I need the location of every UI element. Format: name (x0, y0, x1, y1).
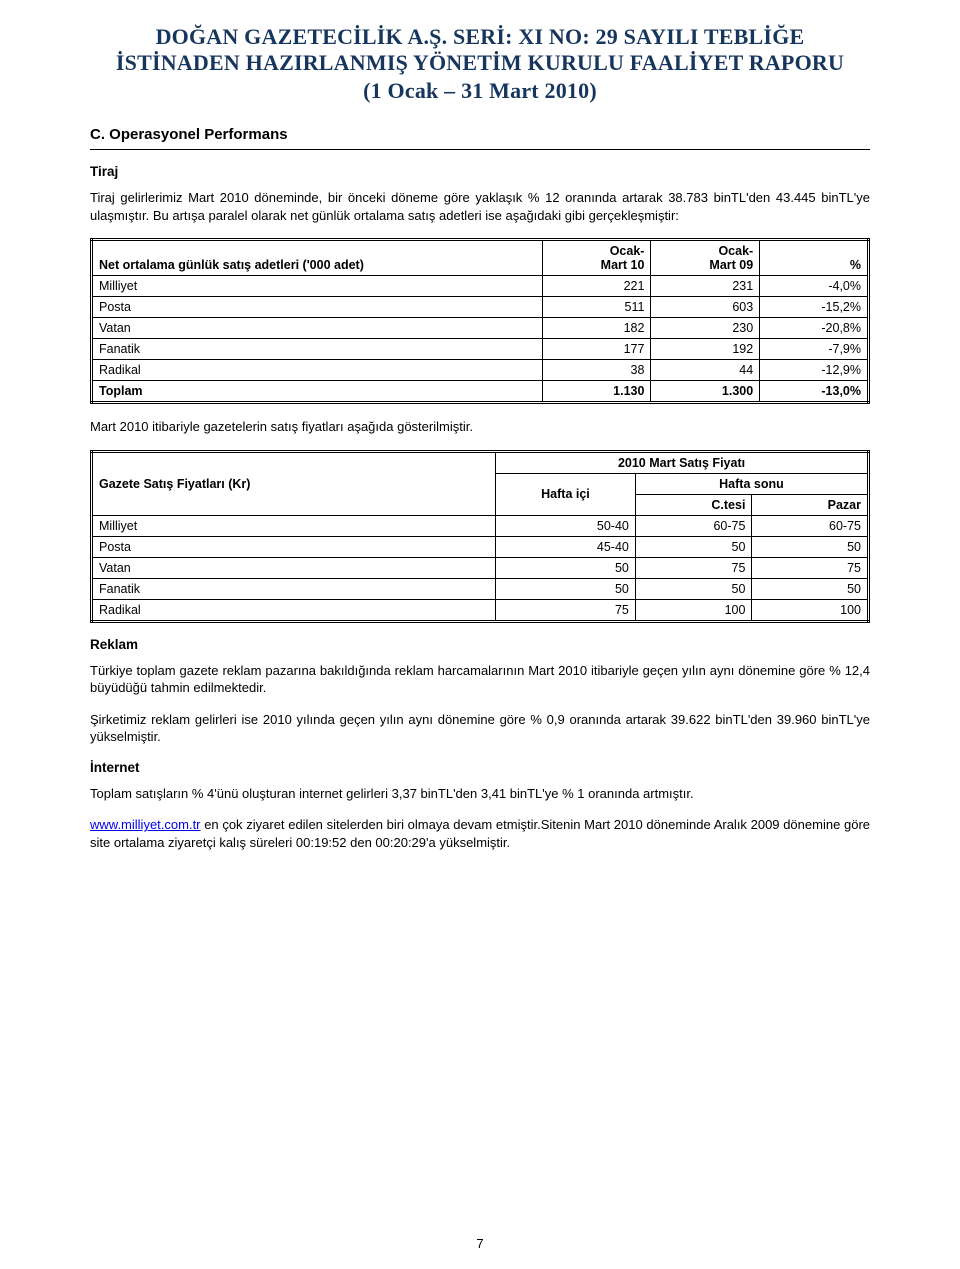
col-header-label: Net ortalama günlük satış adetleri ('000… (92, 240, 543, 276)
table-row: Posta 511 603 -15,2% (92, 297, 869, 318)
cell-label: Fanatik (92, 578, 496, 599)
col-header-gazete: Gazete Satış Fiyatları (Kr) (92, 451, 496, 515)
cell-value: 75 (635, 557, 752, 578)
cell-value: 1.300 (651, 381, 760, 403)
cell-label: Milliyet (92, 276, 543, 297)
cell-value: 44 (651, 360, 760, 381)
cell-value: 221 (542, 276, 651, 297)
col-header-pazar: Pazar (752, 494, 869, 515)
internet-p2: www.milliyet.com.tr en çok ziyaret edile… (90, 816, 870, 851)
cell-value: 50 (635, 536, 752, 557)
col-header-hafta-ici: Hafta içi (496, 473, 636, 515)
reklam-p1: Türkiye toplam gazete reklam pazarına ba… (90, 662, 870, 697)
table-row: Net ortalama günlük satış adetleri ('000… (92, 240, 869, 276)
cell-label: Fanatik (92, 339, 543, 360)
section-c-title: C. Operasyonel Performans (90, 126, 870, 150)
cell-label: Radikal (92, 599, 496, 621)
col-header-2009: Ocak- Mart 09 (651, 240, 760, 276)
cell-value: 45-40 (496, 536, 636, 557)
cell-value: 231 (651, 276, 760, 297)
cell-value: 603 (651, 297, 760, 318)
internet-p2-tail: en çok ziyaret edilen sitelerden biri ol… (90, 817, 870, 850)
col-header-ctesi: C.tesi (635, 494, 752, 515)
cell-value: 50-40 (496, 515, 636, 536)
table-satis-adetleri: Net ortalama günlük satış adetleri ('000… (90, 238, 870, 404)
cell-value: -4,0% (760, 276, 869, 297)
table-row: Gazete Satış Fiyatları (Kr) 2010 Mart Sa… (92, 451, 869, 473)
table-row: Fanatik 177 192 -7,9% (92, 339, 869, 360)
header-line-2: İSTİNADEN HAZIRLANMIŞ YÖNETİM KURULU FAA… (90, 50, 870, 76)
tiraj-heading: Tiraj (90, 164, 870, 179)
cell-value: 75 (752, 557, 869, 578)
col-header-2010: Ocak- Mart 10 (542, 240, 651, 276)
cell-label: Vatan (92, 557, 496, 578)
cell-label: Radikal (92, 360, 543, 381)
cell-value: 75 (496, 599, 636, 621)
tiraj-paragraph: Tiraj gelirlerimiz Mart 2010 döneminde, … (90, 189, 870, 224)
cell-value: 1.130 (542, 381, 651, 403)
table-row: Radikal 38 44 -12,9% (92, 360, 869, 381)
table-row: Fanatik 50 50 50 (92, 578, 869, 599)
page-number: 7 (476, 1236, 483, 1251)
mid-paragraph: Mart 2010 itibariyle gazetelerin satış f… (90, 418, 870, 436)
cell-value: 182 (542, 318, 651, 339)
cell-value: 50 (752, 536, 869, 557)
internet-heading: İnternet (90, 760, 870, 775)
cell-value: -7,9% (760, 339, 869, 360)
col-header-pct: % (760, 240, 869, 276)
cell-value: 230 (651, 318, 760, 339)
cell-value: 50 (496, 578, 636, 599)
col-header-hafta-sonu: Hafta sonu (635, 473, 868, 494)
table-row: Vatan 50 75 75 (92, 557, 869, 578)
table-satis-fiyatlari: Gazete Satış Fiyatları (Kr) 2010 Mart Sa… (90, 450, 870, 623)
table-row: Milliyet 50-40 60-75 60-75 (92, 515, 869, 536)
cell-value: 50 (635, 578, 752, 599)
table-row: Posta 45-40 50 50 (92, 536, 869, 557)
table-row: Vatan 182 230 -20,8% (92, 318, 869, 339)
page-header: DOĞAN GAZETECİLİK A.Ş. SERİ: XI NO: 29 S… (90, 24, 870, 104)
reklam-heading: Reklam (90, 637, 870, 652)
cell-value: -20,8% (760, 318, 869, 339)
table-row-total: Toplam 1.130 1.300 -13,0% (92, 381, 869, 403)
table-row: Milliyet 221 231 -4,0% (92, 276, 869, 297)
cell-value: 60-75 (635, 515, 752, 536)
cell-value: -13,0% (760, 381, 869, 403)
cell-value: -15,2% (760, 297, 869, 318)
cell-label: Posta (92, 297, 543, 318)
cell-value: 511 (542, 297, 651, 318)
cell-value: 60-75 (752, 515, 869, 536)
cell-label: Toplam (92, 381, 543, 403)
cell-value: 50 (752, 578, 869, 599)
cell-value: 38 (542, 360, 651, 381)
cell-value: 50 (496, 557, 636, 578)
page: DOĞAN GAZETECİLİK A.Ş. SERİ: XI NO: 29 S… (0, 0, 960, 1269)
cell-label: Posta (92, 536, 496, 557)
cell-value: 177 (542, 339, 651, 360)
table-row: Radikal 75 100 100 (92, 599, 869, 621)
milliyet-link[interactable]: www.milliyet.com.tr (90, 817, 201, 832)
cell-value: -12,9% (760, 360, 869, 381)
internet-p1: Toplam satışların % 4'ünü oluşturan inte… (90, 785, 870, 803)
col-header-2010-fiyat: 2010 Mart Satış Fiyatı (496, 451, 869, 473)
header-line-3: (1 Ocak – 31 Mart 2010) (90, 78, 870, 104)
header-line-1: DOĞAN GAZETECİLİK A.Ş. SERİ: XI NO: 29 S… (90, 24, 870, 50)
reklam-p2: Şirketimiz reklam gelirleri ise 2010 yıl… (90, 711, 870, 746)
cell-value: 100 (635, 599, 752, 621)
cell-value: 100 (752, 599, 869, 621)
cell-value: 192 (651, 339, 760, 360)
cell-label: Milliyet (92, 515, 496, 536)
cell-label: Vatan (92, 318, 543, 339)
